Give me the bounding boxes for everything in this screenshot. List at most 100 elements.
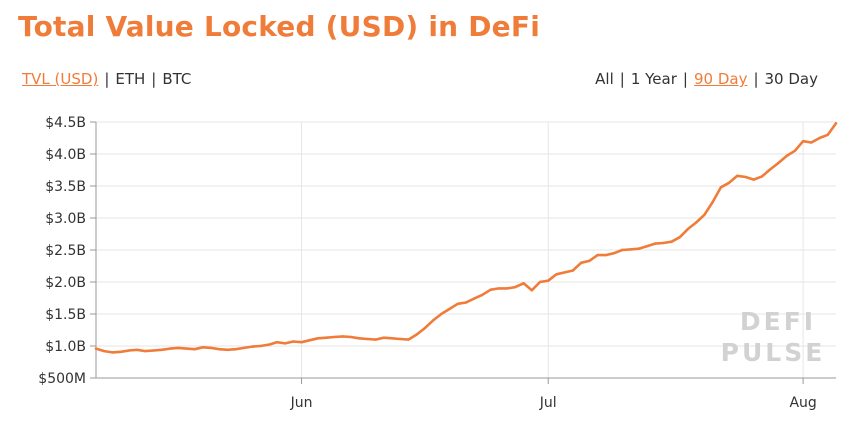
tvl-data-point bbox=[514, 285, 517, 289]
tvl-data-point bbox=[259, 344, 262, 348]
y-tick-label: $3.0B bbox=[45, 211, 86, 227]
toggle-tvl-usd[interactable]: TVL (USD) bbox=[22, 70, 99, 88]
metric-toggle-group: TVL (USD) | ETH | BTC bbox=[22, 70, 191, 88]
watermark-line-2: PULSE bbox=[721, 338, 826, 367]
tvl-data-point bbox=[111, 351, 114, 354]
tvl-data-point bbox=[810, 141, 813, 144]
tvl-data-point bbox=[94, 347, 98, 350]
y-tick-label: $1.5B bbox=[45, 307, 86, 323]
separator: | bbox=[753, 70, 759, 88]
chart-series bbox=[94, 122, 838, 354]
tvl-series-line bbox=[94, 122, 838, 354]
tvl-data-point bbox=[325, 336, 328, 339]
tvl-data-point bbox=[201, 346, 205, 349]
tvl-data-point bbox=[160, 348, 163, 351]
tvl-data-point bbox=[489, 288, 492, 291]
tvl-data-point bbox=[801, 140, 805, 143]
toggle-range-90-day[interactable]: 90 Day bbox=[693, 70, 748, 88]
tvl-data-point bbox=[834, 122, 838, 125]
tvl-data-point bbox=[670, 240, 673, 243]
tvl-data-point bbox=[399, 337, 402, 341]
tvl-data-point bbox=[826, 133, 829, 136]
tvl-data-point bbox=[588, 259, 591, 263]
tvl-data-point bbox=[185, 347, 188, 350]
y-tick-label: $500M bbox=[38, 371, 86, 387]
tvl-data-point bbox=[283, 342, 287, 345]
y-tick-label: $3.5B bbox=[45, 179, 86, 195]
tvl-data-point bbox=[555, 273, 558, 276]
tvl-data-point bbox=[251, 345, 254, 348]
tvl-data-point bbox=[727, 181, 731, 184]
tvl-data-point bbox=[390, 337, 394, 340]
y-tick-label: $1.0B bbox=[45, 339, 86, 355]
tvl-data-point bbox=[431, 319, 435, 322]
tvl-data-point bbox=[678, 236, 681, 239]
tvl-data-point bbox=[760, 175, 764, 178]
tvl-data-point bbox=[234, 348, 237, 351]
tvl-data-point bbox=[209, 346, 213, 350]
y-tick-label: $4.5B bbox=[45, 115, 86, 131]
tvl-data-point bbox=[777, 161, 780, 165]
tvl-data-point bbox=[621, 248, 624, 252]
tvl-data-point bbox=[662, 241, 665, 245]
tvl-data-point bbox=[547, 279, 550, 282]
toggle-btc[interactable]: BTC bbox=[162, 70, 192, 88]
tvl-data-point bbox=[127, 349, 131, 352]
tvl-data-point bbox=[637, 247, 640, 250]
tvl-data-point bbox=[538, 280, 542, 284]
x-tick-label: Jul bbox=[539, 395, 557, 411]
tvl-data-point bbox=[275, 341, 279, 344]
tvl-data-point bbox=[349, 335, 353, 339]
watermark-line-1: DEFI bbox=[740, 307, 816, 336]
tvl-data-point bbox=[292, 340, 295, 343]
tvl-data-point bbox=[382, 336, 385, 339]
tvl-data-point bbox=[242, 346, 246, 350]
tvl-data-point bbox=[579, 261, 583, 264]
tvl-data-point bbox=[374, 338, 377, 341]
y-tick-label: $2.0B bbox=[45, 275, 86, 291]
tvl-data-point bbox=[563, 271, 566, 274]
toggle-eth[interactable]: ETH bbox=[115, 70, 146, 88]
y-tick-label: $2.5B bbox=[45, 243, 86, 259]
tvl-data-point bbox=[144, 349, 147, 353]
tvl-data-point bbox=[818, 136, 821, 140]
tvl-data-point bbox=[530, 289, 533, 292]
tvl-data-point bbox=[571, 269, 575, 272]
tvl-data-point bbox=[357, 337, 361, 340]
x-tick-label: Aug bbox=[789, 395, 816, 411]
toggle-range-1-year[interactable]: 1 Year bbox=[630, 70, 677, 88]
tvl-data-point bbox=[744, 175, 747, 179]
x-tick-label: Jun bbox=[290, 395, 313, 411]
tvl-data-point bbox=[366, 337, 369, 341]
separator: | bbox=[151, 70, 157, 88]
y-tick-label: $4.0B bbox=[45, 147, 86, 163]
toggle-range-30-day[interactable]: 30 Day bbox=[764, 70, 818, 88]
tvl-data-point bbox=[152, 349, 155, 352]
tvl-data-point bbox=[226, 348, 229, 351]
chart-title: Total Value Locked (USD) in DeFi bbox=[18, 10, 540, 43]
separator: | bbox=[682, 70, 688, 88]
tvl-data-point bbox=[719, 186, 723, 189]
range-toggle-group: All | 1 Year | 90 Day | 30 Day bbox=[595, 70, 818, 88]
tvl-data-point bbox=[333, 335, 336, 339]
tvl-data-point bbox=[481, 293, 484, 296]
tvl-data-point bbox=[752, 178, 755, 181]
tvl-data-point bbox=[769, 168, 772, 171]
chart-axes: $4.5B $4.0B $3.5B $3.0B $2.5B $2.0B $1.5B $1.0B… bbox=[38, 115, 836, 411]
tvl-data-point bbox=[653, 242, 657, 245]
tvl-data-point bbox=[423, 326, 427, 330]
tvl-data-point bbox=[629, 248, 632, 251]
tvl-data-point bbox=[612, 252, 616, 255]
toggle-range-all[interactable]: All bbox=[595, 70, 614, 88]
tvl-data-point bbox=[415, 333, 418, 336]
tvl-data-point bbox=[407, 338, 410, 341]
tvl-data-point bbox=[456, 302, 459, 305]
tvl-data-point bbox=[645, 245, 649, 248]
tvl-data-point bbox=[703, 213, 706, 216]
tvl-data-point bbox=[440, 312, 443, 316]
tvl-data-point bbox=[135, 348, 139, 351]
tvl-data-point bbox=[103, 349, 106, 353]
tvl-data-point bbox=[168, 347, 172, 350]
tvl-data-point bbox=[300, 341, 303, 344]
